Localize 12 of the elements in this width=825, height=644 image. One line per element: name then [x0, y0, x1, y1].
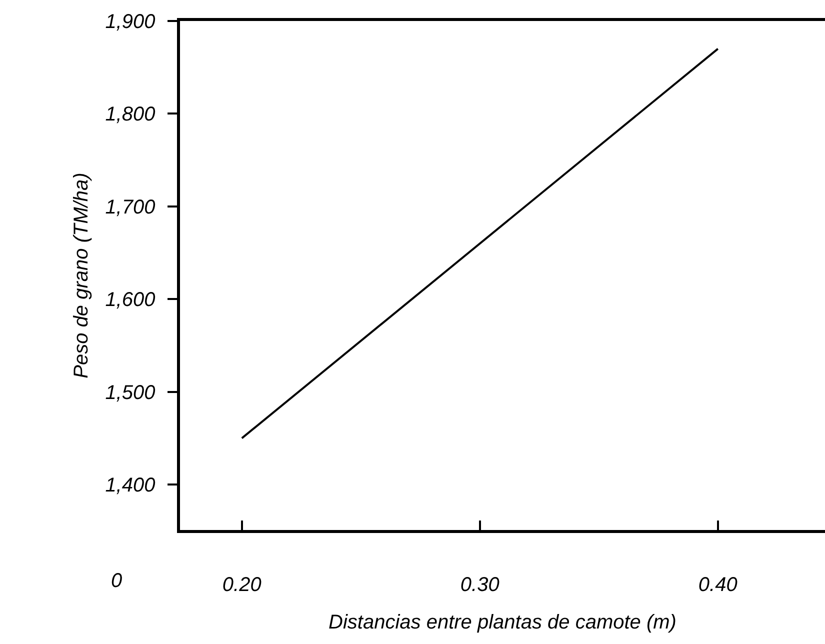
x-tick-label: 0.30: [460, 574, 500, 596]
y-tick-label: 1,600: [105, 289, 156, 312]
y-tick-label: 1,900: [105, 11, 156, 33]
x-tick-label: 0.20: [222, 574, 262, 596]
y-tick-label: 1,800: [105, 104, 156, 126]
y-tick-label: 1,400: [105, 474, 156, 497]
x-axis-title: Distancias entre plantas de camote (m): [328, 611, 676, 634]
y-tick-label: 1,700: [105, 196, 156, 218]
text: 0: [111, 570, 122, 592]
x-tick-label: 0.40: [698, 574, 738, 596]
y-axis-title: Peso de grano (TM/ha): [70, 172, 93, 378]
y-tick-label: 1,500: [105, 382, 156, 404]
